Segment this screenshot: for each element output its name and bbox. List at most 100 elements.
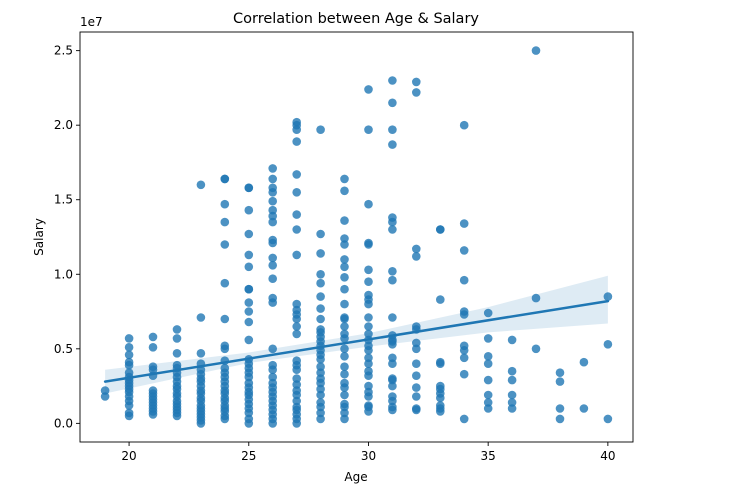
data-point <box>268 298 278 307</box>
data-point <box>436 359 445 369</box>
data-point <box>412 359 421 369</box>
x-tick-label: 40 <box>600 449 615 463</box>
y-offset-label: 1e7 <box>80 15 103 29</box>
data-point <box>244 317 254 327</box>
data-point <box>220 414 230 424</box>
data-point <box>340 240 349 249</box>
data-point <box>124 411 134 421</box>
data-point <box>268 372 278 382</box>
data-point <box>364 371 373 381</box>
data-point <box>268 274 278 284</box>
data-point <box>172 325 182 334</box>
data-point <box>316 125 325 134</box>
data-point <box>412 392 421 401</box>
data-point <box>340 255 349 264</box>
data-point <box>124 401 134 410</box>
data-point <box>340 369 349 379</box>
data-point <box>412 383 421 392</box>
y-tick-label: 0.5 <box>54 342 73 356</box>
data-point <box>172 349 182 358</box>
data-point <box>316 378 325 388</box>
data-point <box>364 359 373 369</box>
data-point <box>292 137 302 146</box>
data-point <box>316 402 325 412</box>
data-point <box>340 408 349 418</box>
data-point <box>268 188 278 197</box>
data-point <box>340 414 349 424</box>
data-point <box>436 295 445 304</box>
data-point <box>364 265 373 275</box>
data-point <box>340 216 349 225</box>
data-point <box>388 340 397 349</box>
data-point <box>244 307 254 316</box>
data-point <box>316 355 325 364</box>
data-point <box>388 275 397 285</box>
data-point <box>364 353 373 363</box>
data-point <box>268 211 278 221</box>
data-point <box>124 360 134 370</box>
data-point <box>364 322 373 331</box>
data-point <box>340 362 349 372</box>
data-point <box>364 299 373 309</box>
data-point <box>459 219 469 228</box>
data-point <box>244 284 254 294</box>
data-point <box>459 353 469 363</box>
data-point <box>292 170 302 179</box>
x-tick-label: 20 <box>121 449 136 463</box>
data-point <box>436 393 445 403</box>
data-point <box>579 404 589 413</box>
data-point <box>483 390 493 400</box>
y-tick-label: 2.5 <box>54 44 73 58</box>
data-point <box>268 205 278 215</box>
data-point <box>268 344 278 354</box>
data-point <box>364 381 373 391</box>
data-point <box>148 410 158 419</box>
regression-layer <box>103 299 610 383</box>
data-point <box>244 419 254 428</box>
data-point <box>292 329 302 339</box>
data-point <box>412 371 421 381</box>
data-point <box>412 252 421 261</box>
data-point <box>220 240 230 249</box>
data-point <box>316 368 325 378</box>
data-point <box>340 402 349 412</box>
data-point <box>316 249 325 258</box>
data-point <box>507 335 517 345</box>
data-point <box>316 270 325 279</box>
data-point <box>340 390 349 400</box>
data-point <box>459 369 469 379</box>
y-axis-ticks: 0.0 0.5 1.0 1.5 2.0 2.5 <box>54 44 80 430</box>
data-point <box>172 334 182 343</box>
data-point <box>220 174 230 184</box>
data-point <box>220 199 230 209</box>
data-point <box>148 332 158 342</box>
data-point <box>268 365 278 375</box>
data-point <box>483 398 493 407</box>
data-point <box>340 174 349 184</box>
y-tick-label: 2.0 <box>54 118 73 132</box>
data-point <box>268 196 278 206</box>
y-tick-label: 1.5 <box>54 193 73 207</box>
data-point <box>100 386 110 395</box>
data-point <box>507 390 517 400</box>
data-point <box>388 267 397 276</box>
data-point <box>436 407 445 416</box>
data-point <box>172 411 182 421</box>
data-point <box>364 85 373 94</box>
x-tick-label: 25 <box>241 449 256 463</box>
data-point <box>268 419 278 428</box>
data-point <box>220 278 230 288</box>
data-point <box>459 275 469 285</box>
data-point <box>196 419 206 428</box>
data-point <box>340 334 349 343</box>
data-point <box>340 186 349 196</box>
data-point <box>364 240 373 249</box>
y-tick-label: 1.0 <box>54 267 73 281</box>
regression-line <box>103 299 610 383</box>
data-point <box>316 384 325 394</box>
data-point <box>531 46 541 55</box>
data-point <box>340 284 349 294</box>
data-point <box>483 404 493 413</box>
data-point <box>555 414 565 424</box>
